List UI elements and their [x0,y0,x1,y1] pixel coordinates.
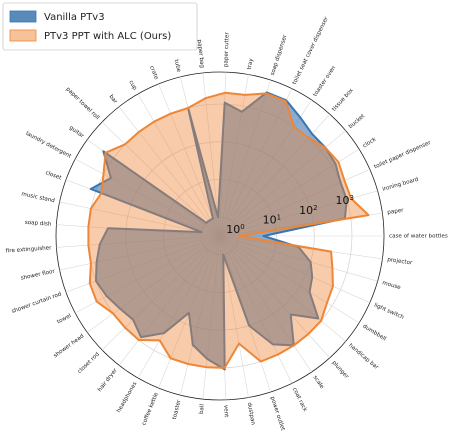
grid-spoke [101,121,221,237]
category-label: dumbbell [361,323,387,342]
category-label: scale [312,375,325,391]
category-label: paper [387,208,405,216]
grid-spoke [158,83,221,237]
category-label: mouse [381,280,401,291]
category-label: light switch [373,302,405,321]
category-label: guitar [68,125,85,140]
category-label: music stand [21,191,56,204]
category-label: vent [222,405,228,418]
category-label: projector [387,257,413,267]
ring-labels: 100 101 102 103 [226,194,354,236]
grid-spoke [137,93,221,237]
grid-spoke [118,106,221,237]
category-label: dustpan [246,402,256,426]
category-label: headphones [116,381,138,414]
category-label: tissue box [331,87,355,113]
series-polygon-vanilla [89,91,348,371]
ring-label: 102 [299,204,317,217]
category-label: shower floor [20,269,56,282]
category-label: plunger [330,360,349,381]
series-layer [87,91,370,371]
category-label: handicap bar [347,343,380,372]
category-label: tube [173,59,182,73]
category-label: coat rack [291,387,308,414]
category-label: shower head [53,333,86,359]
category-label: closet rod [77,351,101,375]
ring-label: 100 [226,223,244,236]
category-label: bar [107,94,118,106]
category-label: toilet paper dispenser [373,140,432,171]
grid-spoke [219,235,249,398]
category-label: toaster oven [312,65,337,98]
category-label: towel [56,313,73,326]
category-label: cup [127,80,138,92]
category-label: clock [362,136,378,149]
category-label: tray [247,57,255,70]
category-label: ball [199,403,206,414]
grid-spoke [202,72,221,237]
category-label: paper cutter [223,32,230,68]
category-label: toaster [172,399,183,420]
category-label: laundry detergent [25,131,73,160]
category-label: coffee kettle [141,391,160,426]
category-label: paper bag [196,39,205,68]
ring-label: 103 [336,194,354,207]
legend: Vanilla PTv3 PTv3 PPT with ALC (Ours) [2,2,198,51]
category-label: soap dispenser [270,34,289,77]
legend-swatch-ours [9,29,37,42]
legend-label-vanilla: Vanilla PTv3 [44,12,105,23]
legend-box [2,2,198,51]
category-label: bucket [348,113,367,130]
category-label: ironing board [382,177,420,193]
series-polygon-ours [87,91,370,369]
ring-label: 101 [263,213,281,226]
category-label: hair dryer [97,367,119,393]
category-label: paper towel roll [65,86,101,121]
category-label: closet [44,170,62,182]
legend-swatch-vanilla [9,10,37,23]
category-label: soap dish [25,220,52,228]
legend-label-ours: PTv3 PPT with ALC (Ours) [44,31,171,42]
grid-spoke [59,201,221,237]
category-label: shower curtain rod [11,291,63,315]
category-label: fire extinguisher [6,245,53,254]
category-label: crate [148,65,159,81]
category-label: power outlet [269,396,286,432]
category-label: case of water bottles [389,234,448,240]
